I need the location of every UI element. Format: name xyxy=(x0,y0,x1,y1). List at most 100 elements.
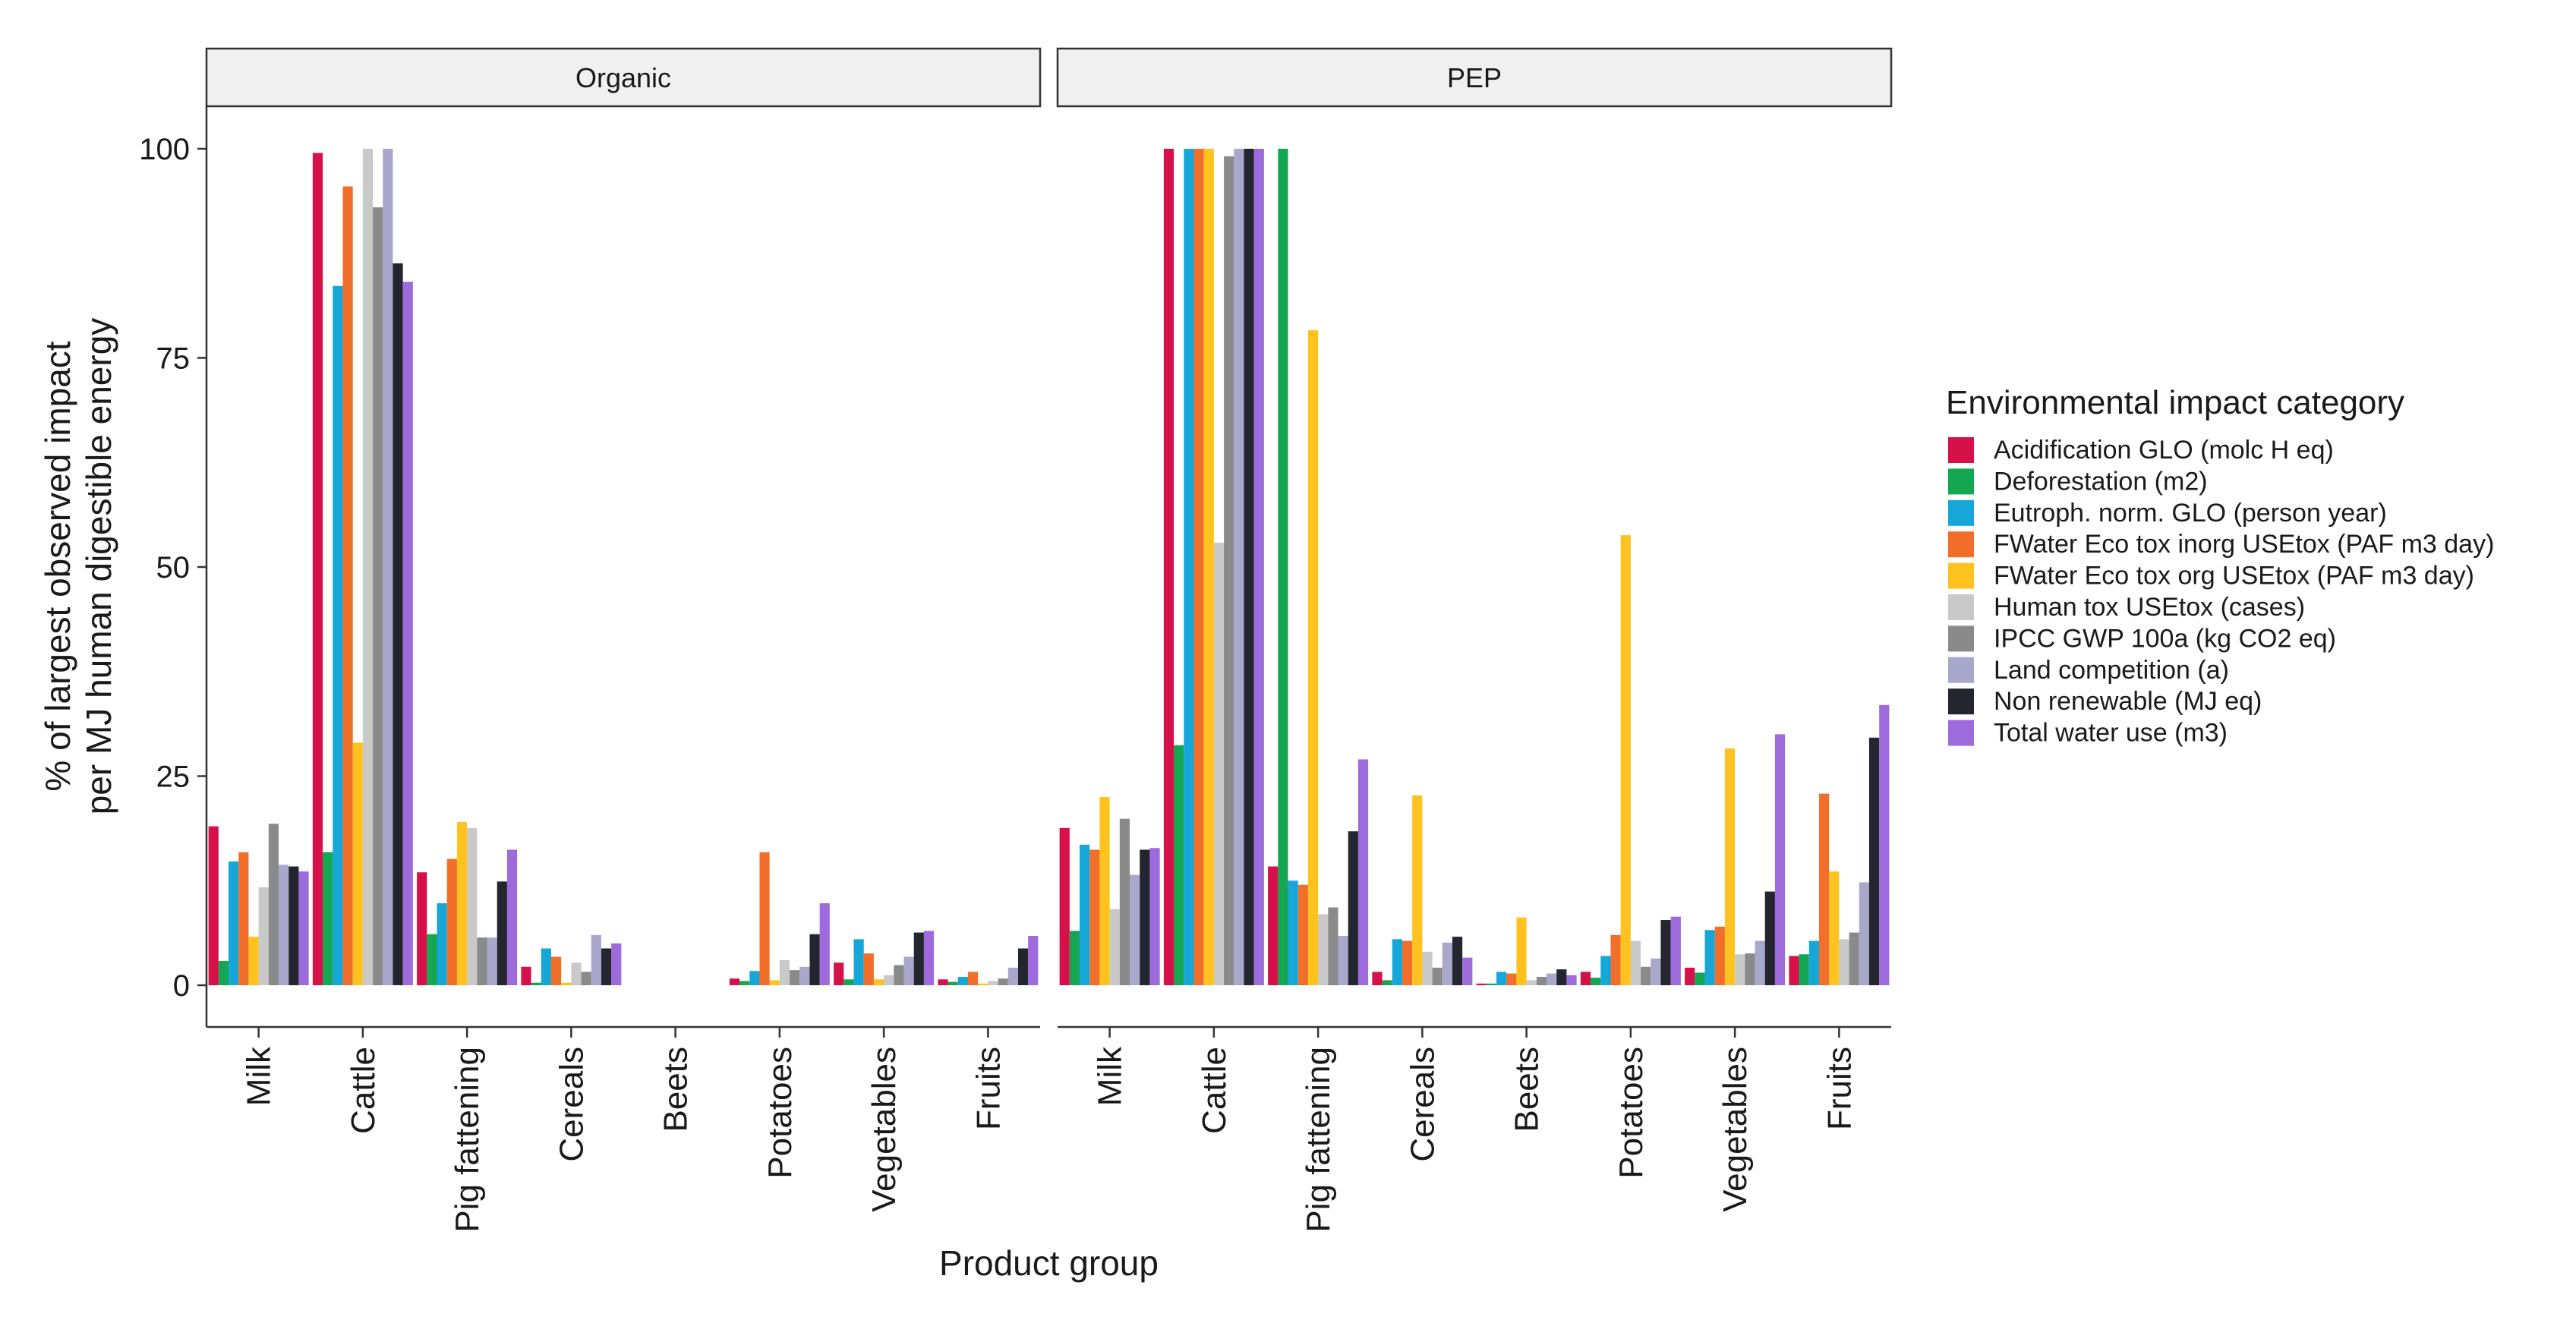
bar xyxy=(1253,149,1264,985)
bar xyxy=(1382,980,1392,985)
legend-swatch xyxy=(1948,468,1974,495)
bar xyxy=(1109,909,1120,985)
bar xyxy=(323,852,333,985)
bar xyxy=(1600,956,1611,985)
legend-swatch xyxy=(1948,594,1974,620)
legend-swatch xyxy=(1948,688,1974,715)
x-tick-label: Milk xyxy=(241,1046,278,1106)
bar xyxy=(393,263,403,986)
bar xyxy=(279,865,289,985)
facet-label: Organic xyxy=(575,62,671,93)
bar xyxy=(1704,930,1715,985)
bar xyxy=(1307,330,1319,985)
bar xyxy=(1496,972,1507,985)
y-axis-title-line-1: % of largest observed impact xyxy=(38,341,77,791)
bar xyxy=(853,939,864,985)
bar xyxy=(427,934,437,985)
bar xyxy=(268,824,279,985)
bar xyxy=(884,975,894,985)
bar xyxy=(739,981,750,985)
bar xyxy=(863,953,874,985)
bar xyxy=(1268,866,1279,985)
x-tick-label: Potatoes xyxy=(761,1047,799,1179)
x-tick-label: Vegetables xyxy=(1717,1047,1754,1212)
x-tick-label: Pig fattening xyxy=(1300,1047,1337,1233)
bar xyxy=(456,822,468,985)
bar xyxy=(1089,849,1100,985)
bar xyxy=(1338,935,1348,985)
bar xyxy=(759,852,770,985)
bar xyxy=(1724,748,1736,985)
y-axis-title-line-2: per MJ human digestible energy xyxy=(79,318,118,815)
facet-strip-pep xyxy=(1056,47,1893,108)
legend-label: FWater Eco tox inorg USEtox (PAF m3 day) xyxy=(1994,530,2494,559)
legend-swatch xyxy=(1948,437,1974,463)
x-tick-label: Cereals xyxy=(1404,1047,1441,1162)
x-tick-label: Pig fattening xyxy=(449,1047,486,1233)
bar xyxy=(477,937,487,985)
bar xyxy=(208,826,219,985)
bar xyxy=(1695,972,1705,985)
bar xyxy=(601,948,612,985)
bar xyxy=(581,972,591,985)
bar xyxy=(1764,891,1775,985)
bar xyxy=(571,962,582,985)
bar xyxy=(1442,942,1452,985)
bar xyxy=(446,858,457,985)
bar xyxy=(1099,797,1110,985)
bar xyxy=(1670,916,1681,985)
bar xyxy=(1372,972,1383,985)
bar xyxy=(1536,976,1547,985)
bar xyxy=(913,932,924,985)
bar xyxy=(1799,954,1809,985)
bar xyxy=(417,872,427,985)
bar xyxy=(1859,882,1869,985)
bar xyxy=(843,979,854,985)
bar xyxy=(1506,973,1517,985)
bar xyxy=(1288,880,1298,985)
bar xyxy=(1660,920,1671,985)
bar xyxy=(1080,844,1090,985)
bar xyxy=(312,153,323,985)
bar xyxy=(998,978,1008,985)
y-tick-label: 0 xyxy=(173,969,190,1003)
bar xyxy=(531,982,541,985)
x-tick-label: Potatoes xyxy=(1613,1047,1650,1179)
legend-swatch xyxy=(1948,531,1974,558)
bar xyxy=(1119,818,1130,985)
bar xyxy=(342,186,353,986)
bar xyxy=(550,956,562,985)
bar xyxy=(1591,978,1601,985)
legend-label: Eutroph. norm. GLO (person year) xyxy=(1994,499,2387,528)
y-tick-label: 50 xyxy=(156,551,191,584)
x-tick-label: Vegetables xyxy=(865,1047,903,1212)
bar xyxy=(1059,827,1070,985)
bar xyxy=(229,861,239,985)
bar xyxy=(1244,149,1254,985)
legend-swatch xyxy=(1948,562,1974,589)
bar xyxy=(1318,914,1329,985)
x-tick-label: Cattle xyxy=(345,1047,382,1134)
bar xyxy=(988,981,998,985)
bar xyxy=(1808,940,1819,985)
bar xyxy=(1007,967,1018,985)
bar xyxy=(1328,907,1338,985)
bar xyxy=(1357,759,1369,985)
legend-swatch xyxy=(1948,499,1974,526)
x-tick-label: Fruits xyxy=(970,1047,1007,1130)
bar xyxy=(1620,535,1631,985)
bar xyxy=(1829,871,1840,985)
bar xyxy=(779,959,790,985)
bar xyxy=(1526,980,1537,985)
bar xyxy=(1069,931,1080,985)
bar xyxy=(1641,966,1651,985)
bar xyxy=(352,742,363,985)
bar xyxy=(218,961,229,985)
bar xyxy=(521,966,531,985)
bar xyxy=(947,981,958,985)
bar xyxy=(1610,934,1621,985)
bar xyxy=(497,881,507,985)
bar xyxy=(1140,849,1150,985)
bar xyxy=(894,965,904,985)
